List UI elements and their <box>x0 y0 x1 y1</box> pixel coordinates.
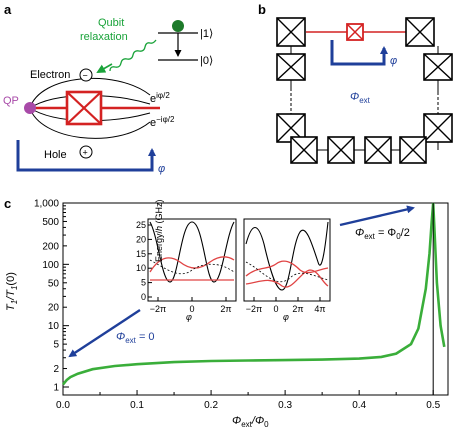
junction-icon <box>364 136 392 164</box>
inset-x-tick-label: 0 <box>189 304 194 314</box>
y-tick-label: 1 <box>53 383 59 394</box>
inset-x-tick-label: 0 <box>273 304 278 314</box>
x-tick-label: 0.2 <box>204 400 218 411</box>
electron-charge <box>79 68 93 82</box>
y-tick-label: 50 <box>48 278 60 289</box>
inset-y-tick-label: 15 <box>136 249 146 259</box>
inset-x-tick-label: 2π <box>220 304 231 314</box>
inset-y-tick-label: 0 <box>141 292 146 302</box>
annotation-left: Φext = 0 <box>116 331 155 345</box>
phi-ext-label-b: Φext <box>350 91 371 105</box>
x-tick-label: 0.1 <box>130 400 144 411</box>
hole-sign: + <box>83 148 88 158</box>
phi-label-b: φ <box>390 55 397 67</box>
y-tick-label: 5 <box>53 340 59 351</box>
panel-label-a: a <box>4 2 12 17</box>
phi-label-a: φ <box>158 163 165 175</box>
y-tick-label: 2 <box>53 364 59 375</box>
phase-minus: e−iφ/2 <box>150 115 175 129</box>
inset-1-potential <box>149 221 235 283</box>
inset-x-tick-label: −2π <box>246 304 262 314</box>
junction-icon <box>327 136 355 164</box>
inset-2: −2π 0 2π 4π φ <box>243 218 331 322</box>
y-tick-label: 1,000 <box>34 199 59 210</box>
hole-label: Hole <box>44 149 67 161</box>
junction-icon <box>423 53 453 81</box>
inset-2-potential <box>245 221 329 291</box>
inset-1-dashed <box>149 259 235 275</box>
ket-0: |0⟩ <box>200 55 213 67</box>
junction-icon <box>290 136 318 164</box>
green-arrow-icon <box>96 63 113 73</box>
electron-arc <box>29 77 151 109</box>
phase-arrow-b <box>330 40 388 66</box>
annotation-right: Φext = Φ0/2 <box>355 227 410 241</box>
junction-icon <box>276 53 306 81</box>
hole-charge <box>79 145 93 159</box>
hole-arc <box>29 107 151 139</box>
electron-sign: − <box>83 71 88 81</box>
main-plot-frame <box>62 202 449 396</box>
x-tick-label: 0.4 <box>352 400 366 411</box>
x-axis-label: Φext/Φ0 <box>232 415 269 429</box>
inset-1: −2π 0 2π 0 5 10 15 20 25 Energy/h (GHz) φ <box>136 199 237 322</box>
phase-loop-arrow <box>16 140 156 172</box>
y-tick-label: 200 <box>42 241 59 252</box>
panel-b: b φ Φext <box>258 2 453 164</box>
inset-x-tick-label: 2π <box>292 304 303 314</box>
panel-c: c 0.0 0.1 0.2 0.3 0.4 0.51251020501002005001,… <box>4 196 449 429</box>
inset-y-tick-label: 5 <box>141 278 146 288</box>
main-axes: 0.0 0.1 0.2 0.3 0.4 0.51251020501002005001,00… <box>34 199 441 412</box>
junction-icon <box>423 113 453 143</box>
inset-y-tick-label: 25 <box>136 220 146 230</box>
inset-ylabel: Energy/h (GHz) <box>154 199 164 262</box>
junction-array <box>276 17 453 164</box>
y-axis-label: T1/T1(0) <box>5 272 19 311</box>
relaxation-label: relaxation <box>80 31 128 43</box>
ket-1: |1⟩ <box>200 28 213 40</box>
small-junction-icon <box>346 23 364 41</box>
y-tick-label: 100 <box>42 260 59 271</box>
junction-icon <box>399 136 427 164</box>
annotation-arrow-left <box>68 308 141 358</box>
x-tick-label: 0.0 <box>56 400 70 411</box>
inset-2-dashed <box>245 261 329 283</box>
inset-2-xlabel: φ <box>283 312 289 322</box>
x-tick-label: 0.3 <box>278 400 292 411</box>
junction-icon <box>276 17 306 47</box>
y-tick-label: 10 <box>48 321 60 332</box>
qubit-label: Qubit <box>98 17 124 29</box>
y-tick-label: 20 <box>48 303 60 314</box>
panel-label-b: b <box>258 2 266 17</box>
annotation-arrow-right <box>339 205 415 227</box>
inset-2-level-upper <box>245 260 329 277</box>
inset-y-tick-label: 10 <box>136 263 146 273</box>
y-tick-label: 500 <box>42 217 59 228</box>
photon-wave-icon <box>109 39 157 72</box>
phase-plus: eiφ/2 <box>150 91 170 105</box>
panel-a: a |1⟩ |0⟩ Qubit relaxation Electron − Ho… <box>3 2 213 175</box>
inset-y-tick-label: 20 <box>136 234 146 244</box>
qp-dot <box>24 102 36 114</box>
qubit-state-dot <box>172 20 184 32</box>
junction-icon <box>405 17 435 47</box>
panel-label-c: c <box>4 196 11 211</box>
inset-x-tick-label: −2π <box>150 304 166 314</box>
electron-label: Electron <box>30 69 70 81</box>
qp-label: QP <box>3 95 19 107</box>
inset-x-tick-label: 4π <box>314 304 325 314</box>
x-tick-label: 0.5 <box>426 400 440 411</box>
inset-1-xlabel: φ <box>186 312 192 322</box>
inset-2-level-lower <box>245 269 329 288</box>
